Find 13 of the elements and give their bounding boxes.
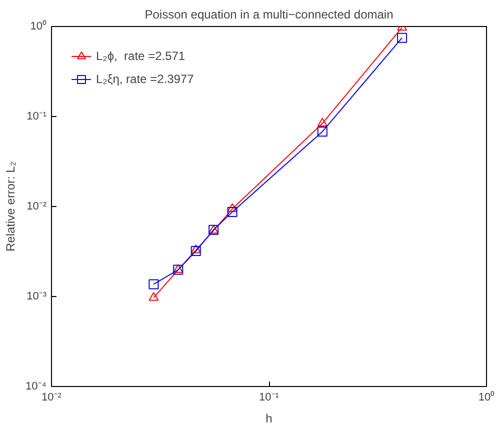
y-tick-label: 10⁻² [26, 200, 47, 212]
y-tick-label: 10⁰ [30, 20, 47, 32]
y-tick-label: 10⁻³ [26, 290, 47, 302]
chart-title: Poisson equation in a multi−connected domain [144, 8, 394, 22]
legend-label: L₂ξη, rate =2.3977 [96, 72, 194, 86]
x-axis-title: h [266, 412, 272, 426]
x-tick-label: 10⁻¹ [259, 392, 280, 404]
y-tick-label: 10⁻⁴ [26, 380, 47, 392]
y-axis-title: Relative error: L₂ [4, 161, 18, 252]
x-tick-label: 10⁻² [42, 392, 62, 404]
x-tick-label: 10⁰ [478, 390, 495, 404]
y-tick-label: 10⁻¹ [26, 110, 47, 122]
legend-label: L₂ϕ, rate =2.571 [96, 49, 186, 63]
